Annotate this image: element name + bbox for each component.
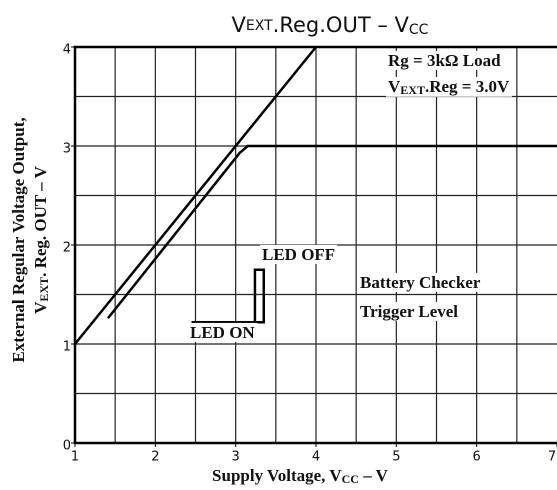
label-part: EXT xyxy=(37,277,51,302)
label-part: Supply Voltage, V xyxy=(212,466,342,485)
line-series xyxy=(191,268,266,324)
annotation: LED OFF xyxy=(262,245,335,264)
label-part: . Reg. OUT – V xyxy=(31,165,50,277)
x-tick-label: 6 xyxy=(473,450,481,465)
line-series xyxy=(106,144,557,320)
x-tick-label: 7 xyxy=(548,450,556,465)
title-part: EXT xyxy=(246,18,273,34)
annotation: Rg = 3kΩ Load xyxy=(388,51,501,70)
chart-title: VEXT.Reg.OUT – VCC xyxy=(232,13,429,38)
annotation-part: Rg = 3kΩ Load xyxy=(388,51,501,70)
annotation-part: LED ON xyxy=(190,323,255,342)
annotation-bg xyxy=(358,272,483,292)
x-tick-label: 4 xyxy=(312,450,320,465)
annotation-part: LED OFF xyxy=(262,245,335,264)
title-part: .Reg.OUT – V xyxy=(273,13,410,37)
annotation-bg xyxy=(188,322,258,342)
annotation-bg xyxy=(386,50,504,70)
annotation-part: Trigger Level xyxy=(360,302,458,321)
y-tick-label: 1 xyxy=(63,340,71,355)
y-axis-label: VEXT. Reg. OUT – V xyxy=(31,165,51,314)
x-tick-label: 5 xyxy=(392,450,400,465)
annotation-bg xyxy=(358,301,461,321)
annotation-part: V xyxy=(388,77,401,96)
annotation-bg xyxy=(260,244,338,264)
label-part: V xyxy=(31,301,50,314)
annotation: Battery Checker xyxy=(360,273,481,292)
x-axis-label: Supply Voltage, VCC – V xyxy=(212,466,389,486)
y-tick-label: 4 xyxy=(63,43,71,58)
x-tick-label: 1 xyxy=(71,450,79,465)
title-part: CC xyxy=(409,22,429,38)
label-part: CC xyxy=(342,472,359,486)
label-part: – V xyxy=(359,466,389,485)
title-part: V xyxy=(232,13,247,37)
y-tick-label: 2 xyxy=(63,241,71,256)
annotation: VEXT.Reg = 3.0V xyxy=(388,77,510,97)
annotation-bg xyxy=(386,76,512,97)
x-tick-label: 3 xyxy=(232,450,240,465)
annotation: Trigger Level xyxy=(360,302,458,321)
annotation-part: Battery Checker xyxy=(360,273,481,292)
x-tick-label: 2 xyxy=(151,450,159,465)
line-series xyxy=(74,46,317,345)
y-tick-label: 3 xyxy=(63,142,71,157)
y-tick-label: 0 xyxy=(63,439,71,454)
annotation-part: .Reg = 3.0V xyxy=(425,77,510,96)
y-axis-label: External Regular Voltage Output, xyxy=(9,117,28,362)
annotation-part: EXT xyxy=(400,83,425,97)
annotation: LED ON xyxy=(190,323,255,342)
